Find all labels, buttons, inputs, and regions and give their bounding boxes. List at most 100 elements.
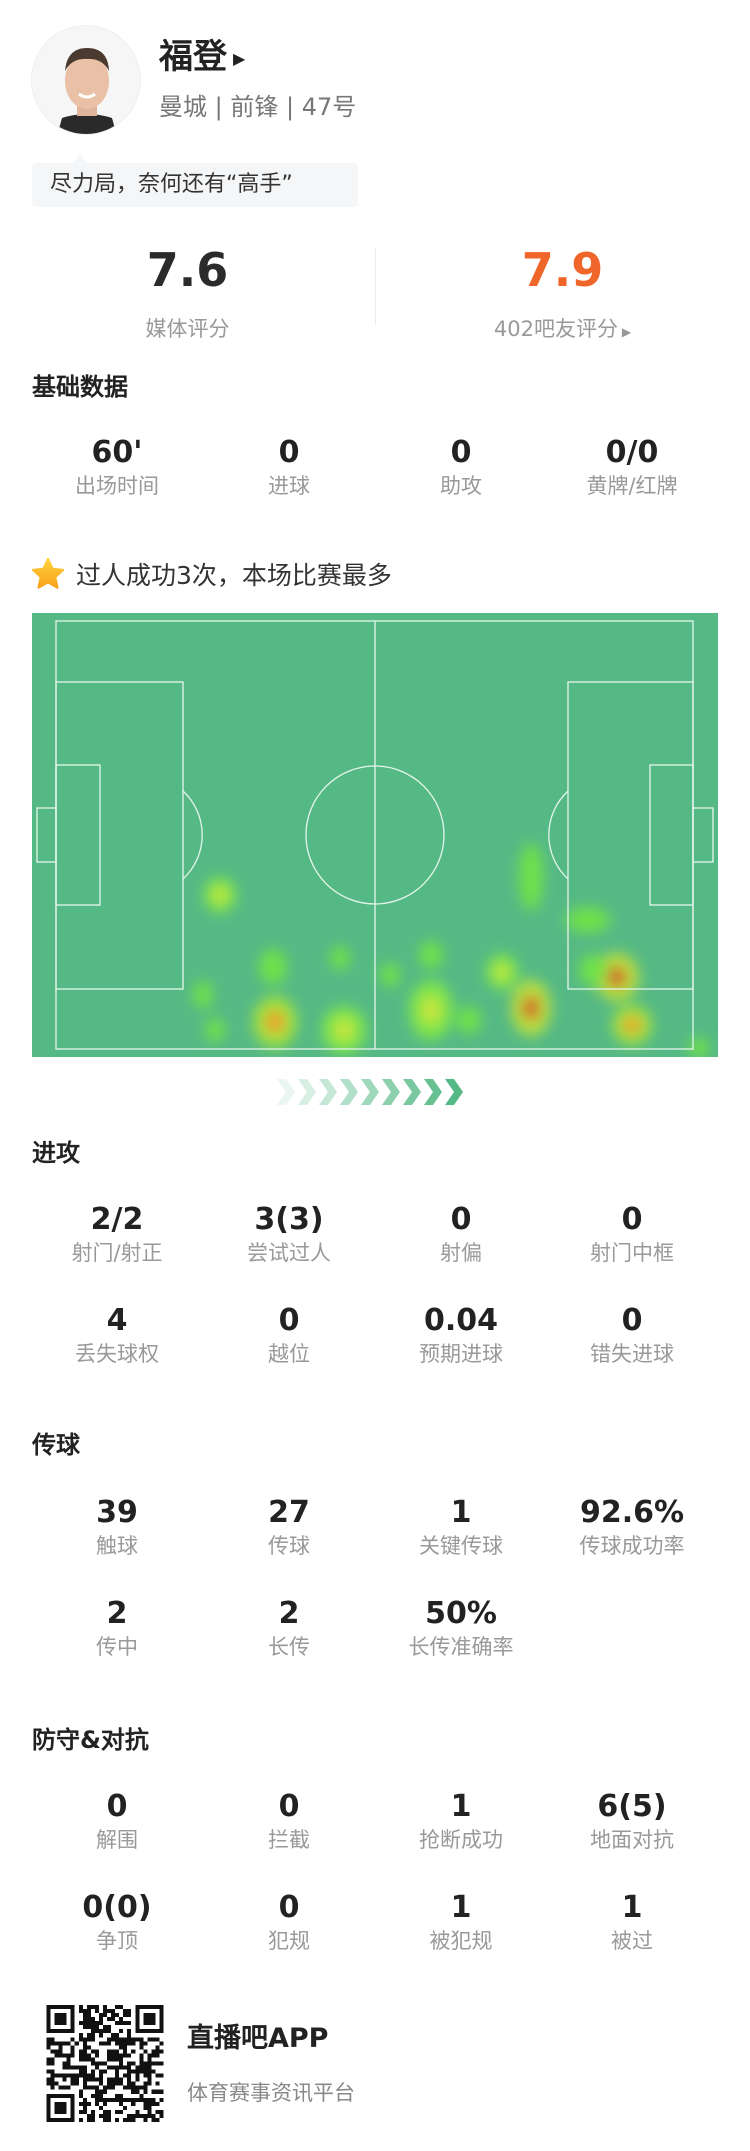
stat-label: 射门/射正 [71, 1241, 163, 1265]
player-info: 曼城 | 前锋 | 47号 [159, 93, 357, 121]
stat-value: 39 [96, 1495, 138, 1530]
attack-direction-arrows [277, 1077, 473, 1107]
stat-label: 助攻 [440, 474, 482, 498]
stat-label: 出场时间 [75, 474, 159, 498]
stat-label: 错失进球 [590, 1342, 674, 1366]
stat-value: 2 [106, 1596, 128, 1631]
heat-core [607, 966, 627, 988]
stat-value: 2 [278, 1596, 300, 1631]
stat-value: 1 [450, 1890, 472, 1925]
stat-value: 0 [278, 435, 300, 470]
stat-value: 3(3) [254, 1202, 324, 1237]
heat-core [623, 1016, 641, 1034]
stat-value: 0 [278, 1303, 300, 1338]
qr-code [46, 2005, 164, 2122]
chevron-icon [445, 1079, 463, 1105]
stat-item: 39 触球 [31, 1496, 203, 1559]
stat-label: 抢断成功 [419, 1828, 503, 1852]
stat-item: 2 传中 [31, 1597, 203, 1660]
section-title-defense: 防守&对抗 [32, 1726, 149, 1754]
heat-blobs [193, 843, 709, 1058]
player-name-text: 福登 [159, 37, 227, 77]
pitch-lines [36, 620, 714, 1050]
heat-blob [380, 963, 400, 987]
heatmap-pitch [32, 613, 718, 1058]
stat-item: 92.6% 传球成功率 [546, 1496, 718, 1559]
chevron-icon [340, 1079, 358, 1105]
stat-value: 27 [268, 1495, 310, 1530]
stat-item: 0(0) 争顶 [31, 1891, 203, 1954]
stat-value: 0 [278, 1789, 300, 1824]
stat-value: 0.04 [423, 1303, 499, 1338]
stat-value: 1 [450, 1495, 472, 1530]
stat-label: 长传准确率 [408, 1635, 514, 1659]
section-title-passing: 传球 [32, 1431, 80, 1459]
stat-item: 0 错失进球 [546, 1304, 718, 1367]
stat-label: 关键传球 [419, 1534, 503, 1558]
app-slogan: 体育赛事资讯平台 [187, 2081, 355, 2105]
heat-blob [519, 843, 543, 911]
stat-item: 0 助攻 [375, 436, 547, 499]
stat-label: 争顶 [96, 1929, 138, 1953]
heatmap-svg [36, 620, 714, 1058]
stat-label: 传球成功率 [579, 1534, 685, 1558]
stat-label: 黄牌/红牌 [586, 474, 678, 498]
stat-value: 50% [425, 1596, 497, 1631]
stat-item: 4 丢失球权 [31, 1304, 203, 1367]
stat-item: 50% 长传准确率 [375, 1597, 547, 1660]
stat-item: 1 被犯规 [375, 1891, 547, 1954]
player-avatar[interactable] [31, 25, 141, 135]
rating-divider [375, 247, 376, 325]
section-title-basic: 基础数据 [32, 373, 128, 401]
stat-value: 0 [278, 1890, 300, 1925]
highlight-text: 过人成功3次，本场比赛最多 [76, 561, 392, 590]
heat-core [421, 996, 441, 1024]
chevron-icon [382, 1079, 400, 1105]
stat-value: 0 [450, 435, 472, 470]
highlight-banner: 过人成功3次，本场比赛最多 [30, 557, 392, 591]
stat-item: 0.04 预期进球 [375, 1304, 547, 1367]
stat-label: 地面对抗 [590, 1828, 674, 1852]
fan-rating-label: 402吧友评分 [493, 317, 619, 341]
heat-core [522, 995, 540, 1021]
arrow-right-icon: ▶ [233, 48, 246, 68]
stat-label: 射门中框 [590, 1241, 674, 1265]
stat-item: 1 关键传球 [375, 1496, 547, 1559]
stat-item: 0 犯规 [203, 1891, 375, 1954]
stat-value: 0 [621, 1303, 643, 1338]
stat-value: 92.6% [579, 1495, 685, 1530]
player-comment: 尽力局，奈何还有“高手” [32, 155, 358, 207]
heat-blob [579, 954, 607, 986]
star-icon [31, 557, 65, 589]
team: 曼城 [159, 93, 207, 121]
stat-value: 1 [621, 1890, 643, 1925]
player-name[interactable]: 福登 ▶ [159, 36, 245, 80]
stat-label: 解围 [96, 1828, 138, 1852]
stat-label: 射偏 [440, 1241, 482, 1265]
heat-blob [193, 981, 213, 1009]
stat-value: 0 [450, 1202, 472, 1237]
stat-item: 0 进球 [203, 436, 375, 499]
stat-value: 1 [450, 1789, 472, 1824]
heat-blob [419, 941, 443, 969]
stat-item: 0 拦截 [203, 1790, 375, 1853]
player-photo [32, 26, 140, 134]
fan-rating[interactable]: 7.9 402吧友评分 ▶ [375, 242, 750, 345]
chevrons-icon [277, 1079, 463, 1105]
stat-label: 传中 [96, 1635, 138, 1659]
stat-label: 预期进球 [419, 1342, 503, 1366]
chevron-icon [298, 1079, 316, 1105]
stat-value: 0 [106, 1789, 128, 1824]
number: 47号 [301, 93, 357, 121]
stat-item: 0 射偏 [375, 1203, 547, 1266]
stat-label: 触球 [96, 1534, 138, 1558]
stat-value: 4 [106, 1303, 128, 1338]
stat-label: 被犯规 [429, 1929, 493, 1953]
stat-label: 进球 [268, 474, 310, 498]
heat-core [334, 1019, 354, 1041]
heat-blob [330, 946, 350, 970]
chevron-icon [424, 1079, 442, 1105]
stat-label: 越位 [268, 1342, 310, 1366]
stat-label: 尝试过人 [247, 1241, 331, 1265]
heat-blob [689, 1038, 709, 1058]
